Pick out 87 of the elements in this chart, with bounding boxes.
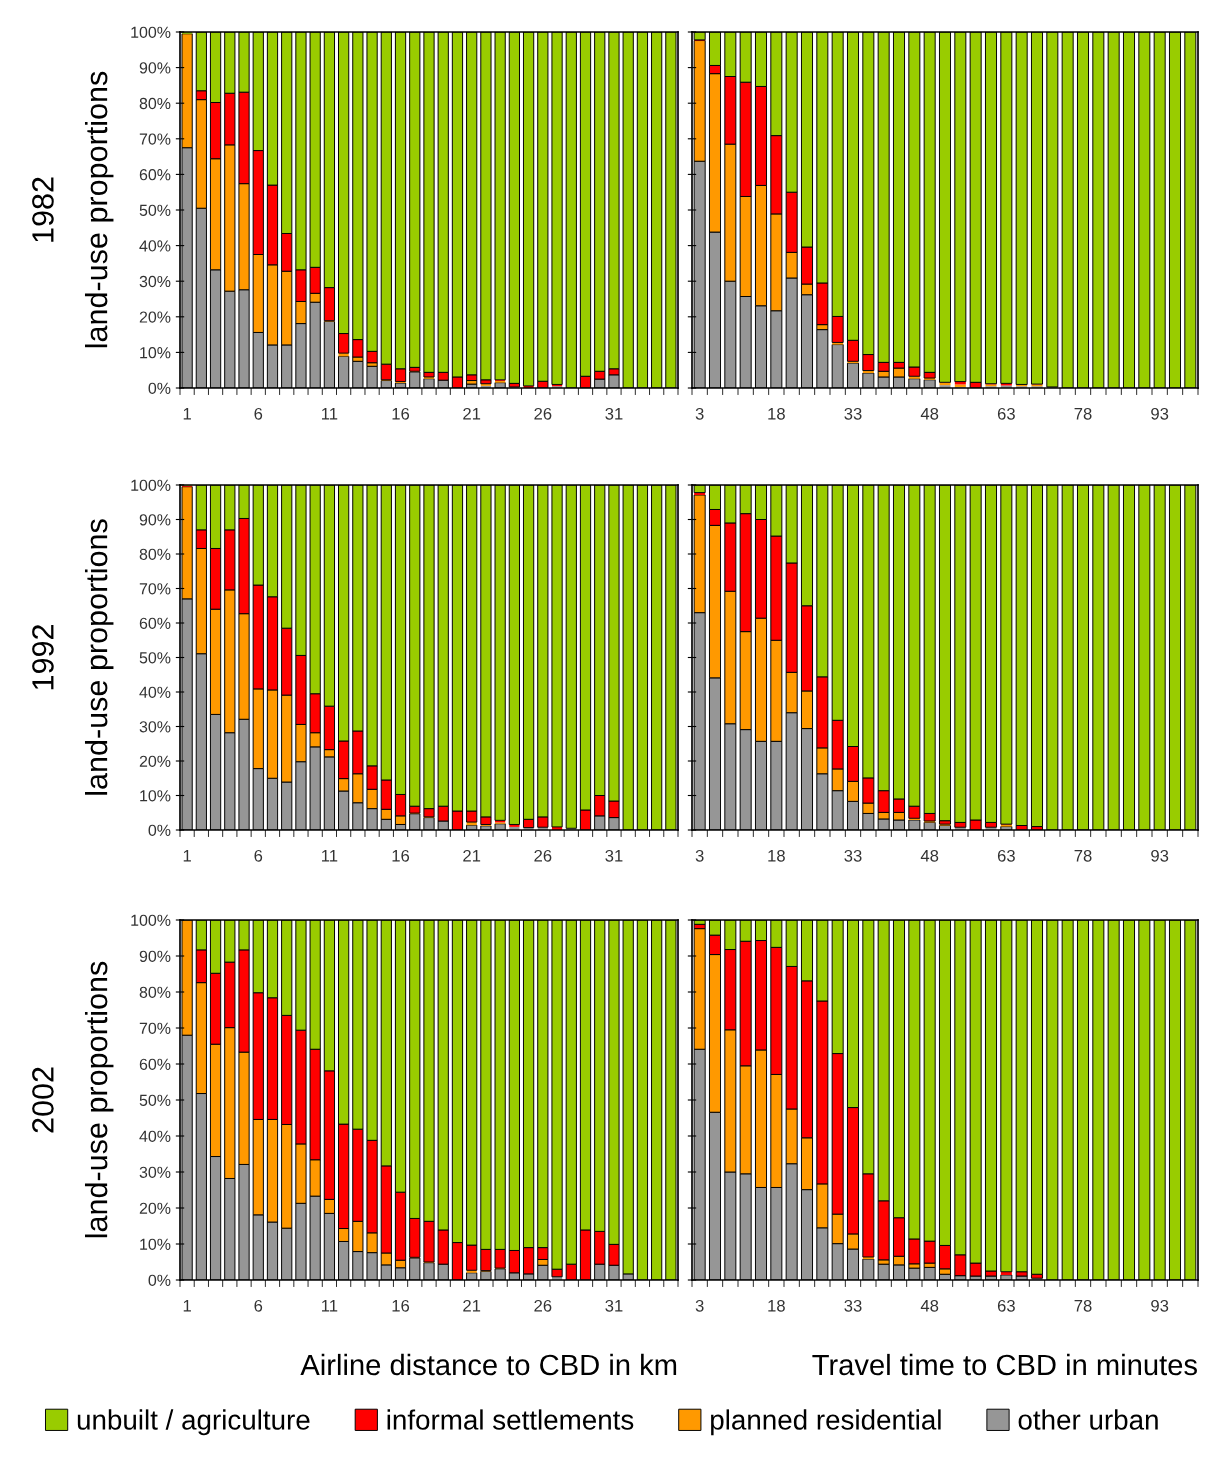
- y-tick-label: 50%: [139, 652, 171, 664]
- x-tick-label: 93: [1151, 407, 1169, 420]
- y-tick-label: 90%: [139, 62, 171, 74]
- x-tick-label: 63: [997, 1299, 1015, 1312]
- y-tick-label: 20%: [139, 755, 171, 767]
- x-tick-label: 78: [1074, 1299, 1092, 1312]
- x-tick-label: 3: [695, 407, 704, 420]
- x-tick-label: 11: [322, 408, 338, 420]
- y-tick-label: 80%: [139, 986, 171, 998]
- y-tick-label: 10%: [140, 1238, 171, 1250]
- x-tick-label: 26: [534, 849, 552, 862]
- y-tick-label: 40%: [139, 240, 171, 252]
- x-tick-label: 31: [605, 849, 623, 862]
- y-tick-label: 10%: [140, 347, 171, 359]
- text: 1982: [32, 177, 54, 242]
- legend-label: other urban: [1018, 1409, 1158, 1430]
- x-tick-label: 48: [920, 849, 939, 862]
- y-tick-label: 0%: [148, 382, 171, 394]
- legend-label: unbuilt / agriculture: [77, 1409, 310, 1436]
- y-tick-label: 20%: [139, 1202, 171, 1214]
- x-tick-label: 33: [844, 849, 862, 862]
- y-tick-label: 70%: [139, 1022, 171, 1034]
- x-tick-label: 16: [392, 407, 410, 420]
- x-tick-label: 78: [1074, 407, 1092, 420]
- y-tick-label: 100%: [131, 26, 171, 38]
- y-tick-label: 70%: [139, 133, 171, 145]
- y-tick-label: 10%: [140, 790, 171, 802]
- x-tick-label: 1: [183, 850, 191, 862]
- x-tick-label: 63: [997, 407, 1015, 420]
- x-tick-label: 21: [463, 849, 481, 862]
- y-tick-label: 30%: [139, 721, 171, 733]
- x-tick-label: 6: [254, 407, 263, 420]
- y-tick-label: 30%: [139, 1166, 171, 1178]
- y-tick-label: 70%: [139, 583, 171, 595]
- x-tick-label: 93: [1151, 849, 1169, 862]
- y-tick-label: 40%: [139, 686, 171, 698]
- x-tick-label: 3: [695, 1299, 704, 1312]
- text: 2002: [32, 1067, 54, 1133]
- x-tick-label: 48: [920, 407, 939, 420]
- y-tick-label: 40%: [139, 1130, 171, 1142]
- y-tick-label: 100%: [131, 479, 171, 491]
- x-tick-label: 33: [844, 1299, 862, 1312]
- y-tick-label: 0%: [148, 824, 171, 836]
- x-tick-label: 11: [322, 850, 338, 862]
- x-tick-label: 3: [695, 849, 704, 862]
- x-tick-label: 21: [463, 407, 481, 420]
- x-tick-label: 31: [605, 1299, 623, 1312]
- x-axis-title: Travel time to CBD in minutes: [812, 1353, 1197, 1376]
- x-tick-label: 16: [392, 1299, 410, 1312]
- y-tick-label: 80%: [139, 97, 171, 110]
- x-tick-label: 33: [844, 407, 862, 420]
- x-tick-label: 31: [605, 407, 623, 420]
- y-tick-label: 90%: [139, 950, 171, 962]
- x-tick-label: 11: [322, 1300, 338, 1312]
- x-axis-title: Airline distance to CBD in km: [300, 1353, 677, 1376]
- x-tick-label: 63: [997, 849, 1015, 862]
- legend-label: informal settlements: [387, 1409, 634, 1430]
- text: 1992: [32, 625, 54, 690]
- y-tick-label: 90%: [139, 514, 171, 526]
- y-tick-label: 50%: [139, 204, 171, 216]
- x-tick-label: 18: [768, 849, 785, 862]
- y-tick-label: 60%: [139, 617, 171, 629]
- y-tick-label: 50%: [139, 1094, 171, 1106]
- x-tick-label: 21: [463, 1299, 481, 1312]
- y-tick-label: 80%: [139, 548, 171, 560]
- x-tick-label: 6: [254, 849, 263, 862]
- legend-label: planned residential: [711, 1409, 941, 1436]
- x-tick-label: 16: [392, 849, 410, 862]
- x-tick-label: 26: [534, 407, 552, 420]
- y-axis-title: land-use proportions: [84, 519, 114, 795]
- y-tick-label: 60%: [139, 1058, 171, 1070]
- y-axis-title: land-use proportions: [84, 961, 114, 1238]
- x-tick-label: 6: [254, 1299, 263, 1312]
- x-tick-label: 26: [534, 1299, 552, 1312]
- x-tick-label: 93: [1151, 1299, 1169, 1312]
- x-tick-label: 18: [768, 1299, 785, 1312]
- y-tick-label: 60%: [139, 169, 171, 181]
- y-tick-label: 30%: [139, 275, 171, 288]
- y-tick-label: 100%: [131, 914, 171, 926]
- x-tick-label: 48: [920, 1299, 939, 1312]
- x-tick-label: 1: [183, 1300, 191, 1312]
- x-tick-label: 78: [1074, 849, 1092, 862]
- y-axis-title: land-use proportions: [84, 71, 114, 348]
- x-tick-label: 1: [183, 408, 191, 420]
- x-tick-label: 18: [768, 407, 785, 420]
- y-tick-label: 20%: [139, 311, 171, 323]
- y-tick-label: 0%: [148, 1274, 171, 1286]
